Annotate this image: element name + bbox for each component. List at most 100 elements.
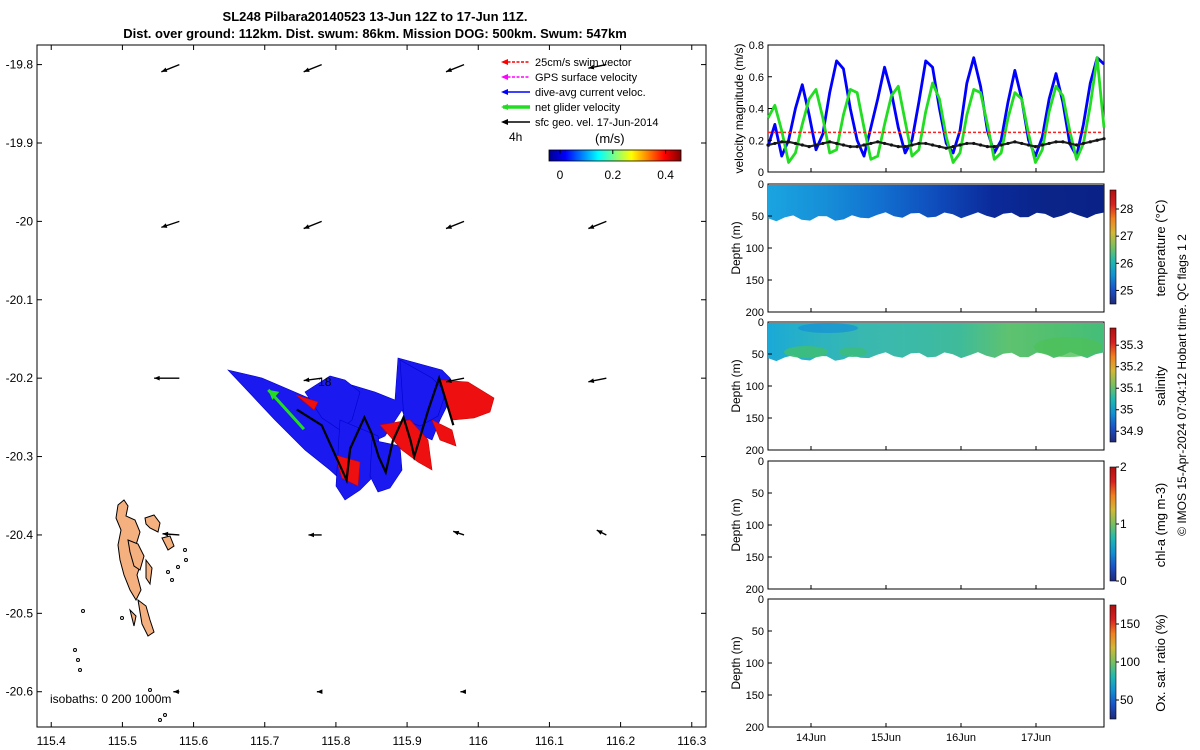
velocity-point-22 <box>917 141 921 146</box>
velocity-series-1 <box>766 56 1106 164</box>
islet-5 <box>158 718 162 722</box>
velocity-point-39 <box>1033 145 1038 149</box>
map-ytick-label-5: -20.3 <box>6 450 34 464</box>
islet-10 <box>183 548 187 552</box>
oxygen-cbar-tick-label-2: 150 <box>1120 617 1140 631</box>
geo-vector-head-0 <box>161 67 168 72</box>
colorbar-gradient <box>548 149 682 162</box>
temperature-ylabel: Depth (m) <box>729 221 743 274</box>
chla-cbar-tick-label-2: 2 <box>1120 460 1127 474</box>
geo-vector-head-14 <box>453 530 460 536</box>
islet-11 <box>184 558 188 562</box>
velocity-ytick-label-4: 0.8 <box>749 40 764 52</box>
velocity-point-16 <box>876 140 880 144</box>
geo-vector-head-10 <box>446 378 452 383</box>
islet-0 <box>81 609 85 613</box>
map-ytick-label-7: -20.5 <box>6 606 34 620</box>
map-ytick-label-0: -19.8 <box>6 58 34 72</box>
velocity-point-12 <box>848 145 852 149</box>
island-2 <box>127 539 145 571</box>
velocity-point-37 <box>1020 141 1024 146</box>
islet-8 <box>166 570 170 574</box>
islet-6 <box>163 713 167 717</box>
velocity-point-21 <box>910 143 914 147</box>
velocity-point-1 <box>773 141 777 146</box>
salinity-ytick-label-1: 50 <box>752 349 764 361</box>
salinity-ytick-label-2: 100 <box>746 381 764 393</box>
salinity-ytick-label-3: 150 <box>746 413 764 425</box>
temperature-ytick-label-0: 0 <box>758 179 764 191</box>
isobaths-label: isobaths: 0 200 1000m <box>50 692 171 706</box>
copyright-note: © IMOS 15-Apr-2024 07:04:12 Hobart time.… <box>1175 234 1189 536</box>
geo-vector-head-3 <box>588 64 595 70</box>
temperature-cbar-tick-label-3: 28 <box>1120 202 1134 216</box>
salinity-cbar-label: salinity <box>1153 366 1168 406</box>
salinity-cbar-tick-label-0: 34.9 <box>1120 424 1144 438</box>
velocity-ytick-label-3: 0.6 <box>749 72 764 84</box>
date-xtick-label-2: 16Jun <box>946 732 976 744</box>
islet-1 <box>73 648 77 652</box>
oxygen-ytick-label-0: 0 <box>758 594 764 606</box>
velocity-point-10 <box>834 141 839 146</box>
velocity-point-25 <box>937 145 942 149</box>
islet-9 <box>170 578 174 582</box>
velocity-point-6 <box>807 145 811 149</box>
chla-cbar-label: chl-a (mg m-3) <box>1153 483 1168 568</box>
map-axes-frame <box>36 44 707 728</box>
geo-vector-head-11 <box>588 378 595 383</box>
map-ytick-label-3: -20.1 <box>6 293 34 307</box>
geo-vector-head-2 <box>446 67 453 72</box>
swim-swath-1 <box>439 379 495 421</box>
velocity-point-8 <box>821 141 825 146</box>
oxygen-ytick-label-1: 50 <box>752 626 764 638</box>
velocity-ytick-label-1: 0.2 <box>749 135 764 147</box>
oxygen-ytick-label-4: 200 <box>746 722 764 734</box>
islet-2 <box>76 658 80 662</box>
current-swath-1 <box>304 375 361 431</box>
oxygen-ytick-label-3: 150 <box>746 690 764 702</box>
map-xtick-label-0: 115.4 <box>37 734 66 748</box>
legend-label-2: dive-avg current veloc. <box>535 87 646 99</box>
chla-cbar-tick-label-1: 1 <box>1120 517 1127 531</box>
salinity-colorbar <box>1109 327 1117 443</box>
date-xtick-label-1: 15Jun <box>871 732 901 744</box>
chla-ytick-label-4: 200 <box>746 584 764 596</box>
geo-vector-head-9 <box>303 377 310 383</box>
geo-vector-head-13 <box>308 532 315 538</box>
velocity-point-5 <box>800 143 804 147</box>
temperature-ytick-label-4: 200 <box>746 307 764 319</box>
salinity-cbar-tick-label-1: 35 <box>1120 403 1134 417</box>
island-3 <box>145 558 153 586</box>
chart-title-line2: Dist. over ground: 112km. Dist. swum: 86… <box>123 26 627 41</box>
colorbar-tick-label-1: 0.2 <box>604 168 621 182</box>
velocity-point-40 <box>1040 143 1044 147</box>
velocity-point-27 <box>951 145 955 149</box>
chla-colorbar <box>1109 466 1117 582</box>
legend-label-0: 25cm/s swim vector <box>535 57 632 69</box>
salinity-green-patch-2 <box>839 347 867 357</box>
salinity-cbar-tick-label-4: 35.3 <box>1120 338 1144 352</box>
oxygen-colorbar <box>1109 604 1117 720</box>
velocity-point-35 <box>1006 141 1010 146</box>
map-xtick-label-8: 116.2 <box>606 734 635 748</box>
velocity-point-11 <box>841 143 846 147</box>
map-xtick-label-4: 115.8 <box>321 734 350 748</box>
chla-axes-frame <box>767 460 1105 590</box>
velocity-point-3 <box>786 140 791 144</box>
oxygen-cbar-label: Ox. sat. ratio (%) <box>1153 614 1168 712</box>
geo-vector-head-16 <box>173 689 179 695</box>
temperature-colorbar <box>1109 189 1117 305</box>
island-0 <box>115 499 143 602</box>
velocity-ytick-label-0: 0 <box>758 167 764 179</box>
geo-vector-head-1 <box>303 67 310 72</box>
velocity-point-33 <box>992 145 996 149</box>
net-velocity-arrowhead <box>268 389 280 400</box>
legend-arrowhead-3 <box>501 104 508 110</box>
salinity-green-patch-3 <box>1034 337 1102 357</box>
chla-ylabel: Depth (m) <box>729 498 743 551</box>
legend-arrowhead-2 <box>501 89 508 95</box>
map-ytick-label-2: -20 <box>16 214 34 228</box>
oxygen-cbar-tick-label-0: 50 <box>1120 693 1134 707</box>
map-xtick-label-9: 116.3 <box>677 734 706 748</box>
